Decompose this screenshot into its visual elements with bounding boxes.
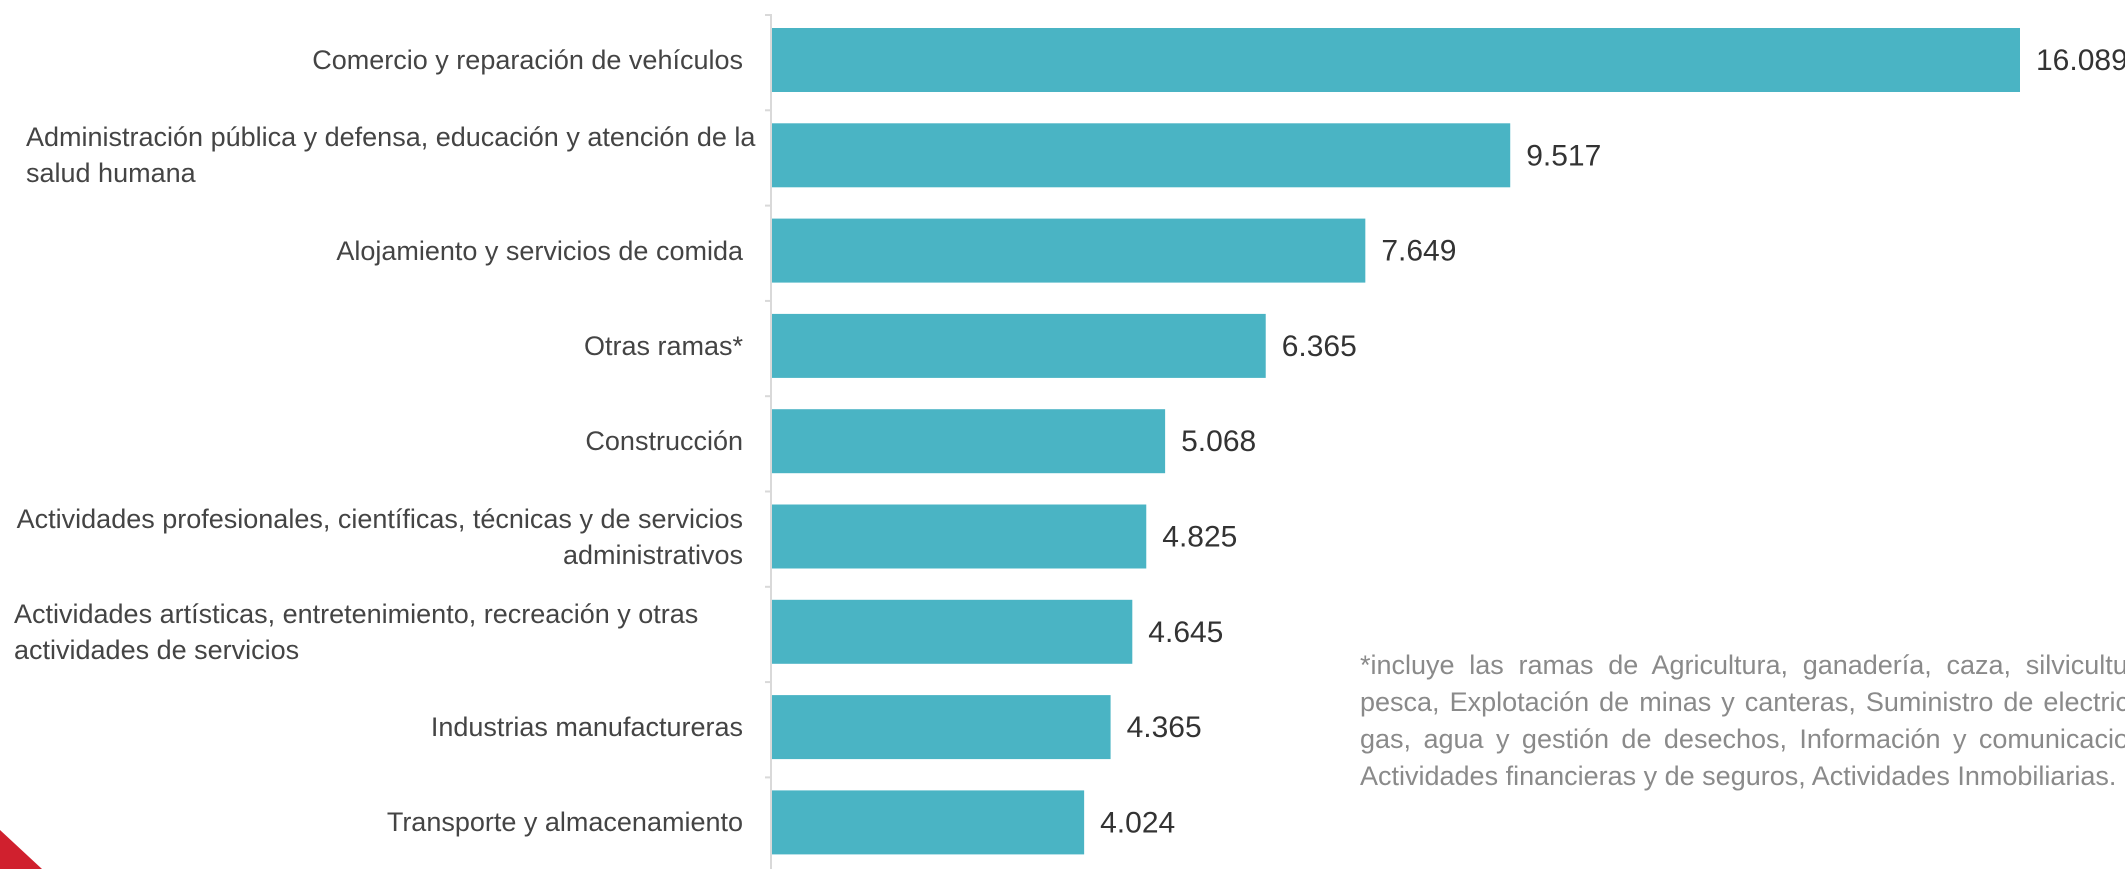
data-label: 5.068 <box>1181 425 1256 458</box>
category-label: Transporte y almacenamiento <box>386 807 743 838</box>
bar <box>772 504 1147 569</box>
category-label: Actividades artísticas, entretenimiento,… <box>14 598 699 665</box>
bar <box>772 599 1133 664</box>
data-label: 9.517 <box>1526 139 1601 172</box>
bar <box>772 409 1166 474</box>
bar <box>772 790 1085 855</box>
bar <box>772 218 1366 283</box>
category-label: Actividades profesionales, científicas, … <box>16 503 743 570</box>
bar <box>772 695 1111 760</box>
category-label: Alojamiento y servicios de comida <box>336 235 743 266</box>
category-label: Industrias manufactureras <box>430 712 743 743</box>
category-label: Comercio y reparación de vehículos <box>312 45 743 75</box>
bar <box>772 313 1266 378</box>
category-label: Construcción <box>585 426 743 457</box>
corner-accent <box>0 830 42 869</box>
bar <box>772 123 1511 188</box>
bar <box>772 28 2020 92</box>
data-label: 7.649 <box>1381 235 1456 268</box>
category-label: Otras ramas* <box>583 330 743 361</box>
data-label: 4.825 <box>1162 521 1237 554</box>
data-label: 6.365 <box>1282 330 1357 363</box>
data-label: 4.365 <box>1127 711 1202 744</box>
data-label: 4.645 <box>1148 616 1223 649</box>
data-label: 4.024 <box>1100 806 1175 839</box>
data-label: 16.089 <box>2036 44 2125 77</box>
footnote: *incluye las ramas de Agricultura, ganad… <box>1360 650 2125 791</box>
category-label: Administración pública y defensa, educac… <box>26 122 756 189</box>
